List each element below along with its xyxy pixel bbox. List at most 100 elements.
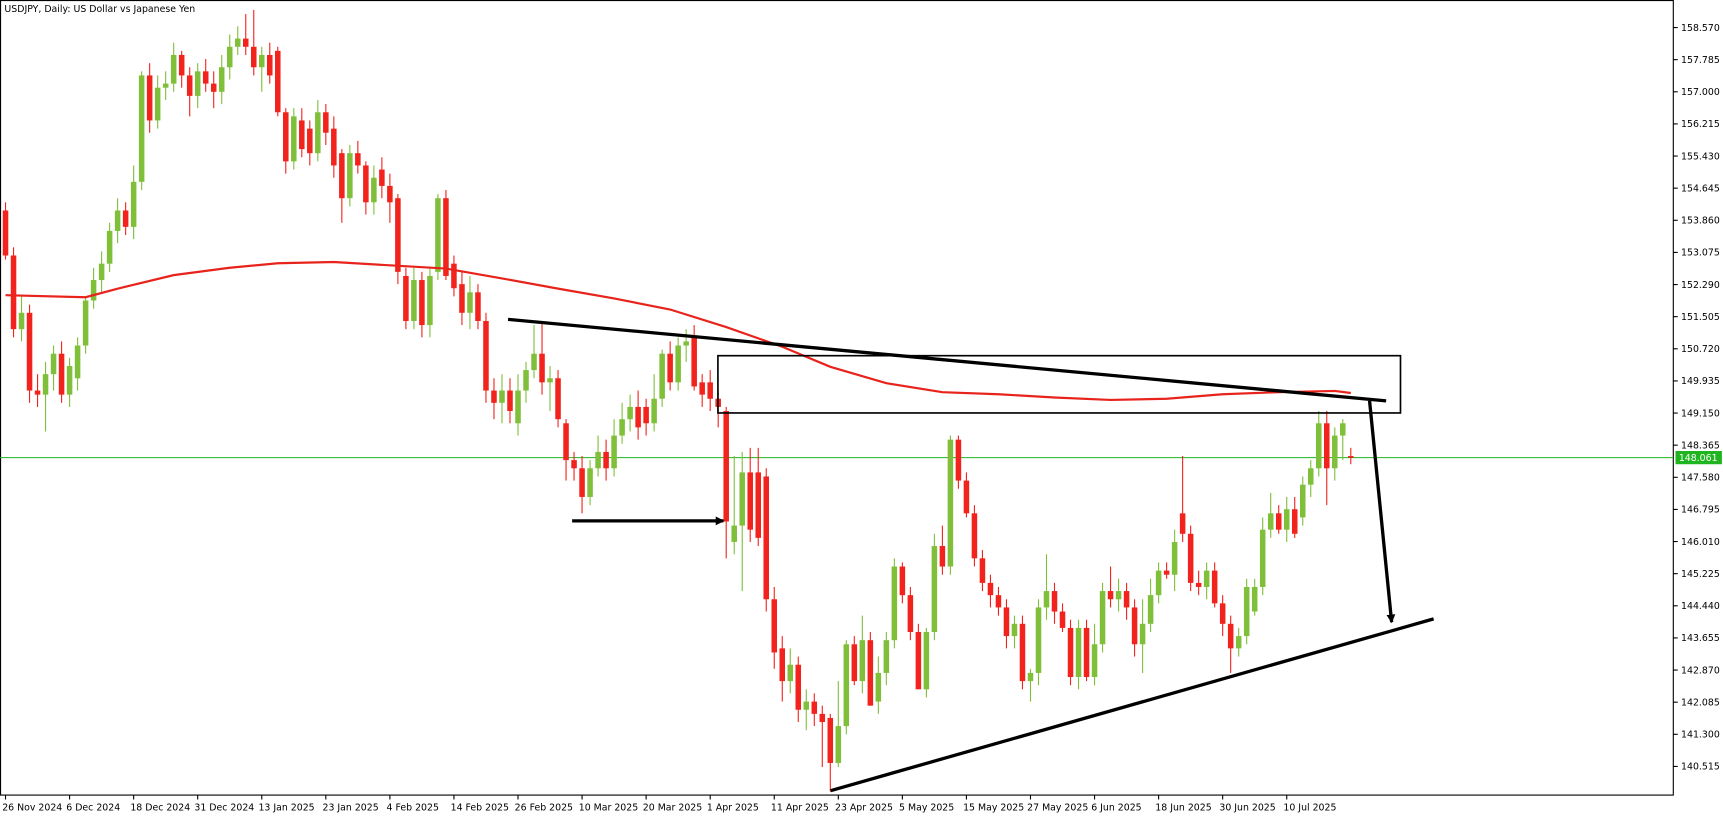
candle-body [210,83,217,92]
candle-body [995,595,1002,608]
y-tick-label: 158.570 [1681,23,1720,34]
resistance-trendline [507,317,1387,403]
candle-body [891,566,898,641]
candle-body [1075,627,1082,678]
candle-body [787,664,794,682]
candle-body [555,378,561,420]
x-tick-label: 10 Jul 2025 [1283,803,1336,814]
x-tick-label: 6 Jun 2025 [1091,803,1141,814]
candle-body [66,365,73,395]
annotations [507,317,1435,793]
candle-body [827,717,834,763]
y-tick-label: 142.085 [1681,697,1720,708]
candle-body [1107,591,1114,600]
candle-body [226,46,233,68]
candle-body [899,566,906,596]
y-tick-label: 150.720 [1681,344,1720,355]
candle-body [723,411,729,522]
candle-body [571,460,577,469]
y-tick-label: 157.785 [1681,55,1720,66]
candle-body [315,112,321,154]
y-tick-label: 147.580 [1681,473,1720,484]
candle-body [1083,627,1090,678]
x-tick-label: 23 Apr 2025 [835,803,893,814]
candle-body [1243,586,1250,637]
candle-body [963,480,970,514]
candle-body [387,185,393,203]
candle-body [563,423,569,461]
candle-body [1251,586,1258,612]
y-tick-label: 145.225 [1681,569,1720,580]
candle-body [619,419,625,436]
candle-body [267,54,273,76]
candle-body [499,390,505,403]
candle-body [58,353,65,395]
candle-body [1211,570,1218,604]
y-tick-label: 157.000 [1681,87,1720,98]
candle-body [114,210,121,231]
candle-body [411,280,417,321]
x-tick-label: 26 Feb 2025 [515,803,573,814]
y-tick-label: 151.505 [1681,312,1720,323]
x-tick-label: 23 Jan 2025 [323,803,379,814]
candle-body [835,726,842,763]
current-price-label: 148.061 [1679,453,1718,464]
candle-body [627,406,633,420]
candle-body [1275,513,1282,530]
candle-body [699,382,705,395]
candle-body [883,640,890,673]
candle-body [947,439,954,567]
candle-body [1139,623,1146,645]
y-tick-label: 156.215 [1681,119,1720,130]
candle-body [42,374,49,395]
candle-body [659,353,665,399]
candle-body [347,153,353,199]
candle-body [162,83,169,88]
candle-body [194,71,201,96]
candle-body [1067,627,1074,678]
candle-body [747,472,753,530]
candle-body [90,280,97,301]
candle-body [74,345,81,379]
y-tick-label: 146.795 [1681,505,1720,516]
x-tick-label: 27 May 2025 [1027,803,1088,814]
candle-body [1059,611,1066,628]
candle-body [971,513,978,559]
chart-title: USDJPY, Daily: US Dollar vs Japanese Yen [4,4,195,15]
candle-body [419,280,425,326]
x-tick-label: 30 Jun 2025 [1219,803,1275,814]
candle-body [875,672,882,702]
candle-body [691,337,697,387]
candle-body [907,595,914,632]
candle-body [98,263,105,281]
candle-body [523,370,529,391]
candle-body [242,38,249,47]
y-tick-label: 141.300 [1681,730,1720,741]
candle-body [1035,607,1042,673]
y-tick-label: 154.645 [1681,183,1720,194]
candle-body [595,451,601,469]
candle-body [915,631,922,690]
x-tick-label: 20 Mar 2025 [643,803,702,814]
candle-body [987,582,994,596]
candle-body [435,198,441,272]
candle-body [1332,435,1338,469]
x-tick-label: 14 Feb 2025 [451,803,509,814]
candle-body [939,546,946,567]
series-layer: 158.570 157.785 157.000 156.215 155.430 154.6… [0,9,1722,814]
candle-body [427,275,433,326]
candle-body [643,406,649,424]
y-tick-label: 149.150 [1681,408,1720,419]
candle-body [202,71,209,84]
candle-body [138,75,145,182]
y-tick-label: 155.430 [1681,151,1720,162]
candle-body [771,599,778,653]
candle-body [467,292,473,313]
candle-body [1019,623,1026,682]
x-tick-label: 11 Apr 2025 [771,803,829,814]
y-tick-label: 153.860 [1681,216,1720,227]
moving-average [5,260,1351,402]
candle-body [331,128,337,166]
current-price-tag [1675,451,1722,465]
